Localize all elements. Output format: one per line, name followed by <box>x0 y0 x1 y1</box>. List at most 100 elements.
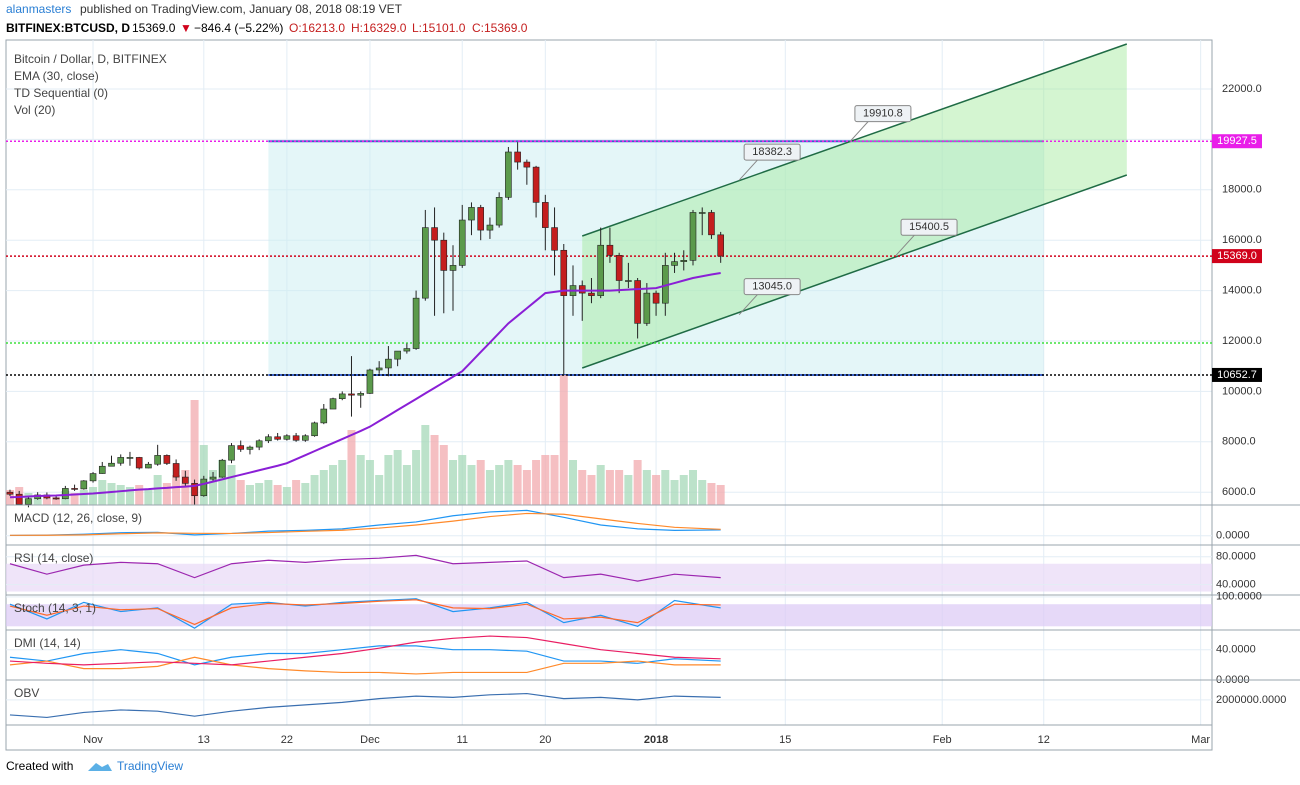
callout-label: 15400.5 <box>909 221 949 233</box>
candle-body <box>375 367 383 371</box>
callout-label: 13045.0 <box>752 281 792 293</box>
volume-bar <box>430 435 439 505</box>
candle-body <box>255 440 263 448</box>
candle-body <box>532 166 540 203</box>
low: L:15101.0 <box>412 21 466 35</box>
candle-body <box>329 398 337 410</box>
volume-bar <box>688 470 697 505</box>
volume-bar <box>670 480 679 505</box>
volume-bar <box>402 465 411 505</box>
volume-bar <box>236 480 245 505</box>
volume-bar <box>698 480 707 505</box>
indicator-line <box>9 554 721 582</box>
price-tag-label: 10652.7 <box>1217 369 1257 381</box>
candle-body <box>560 249 568 296</box>
indicator-line <box>9 598 721 629</box>
candle-body <box>625 280 632 282</box>
volume-bar <box>707 483 716 505</box>
callout-pointer <box>895 232 917 256</box>
volume-bar <box>347 430 356 505</box>
volume-bar <box>107 483 116 505</box>
volume-bar <box>5 490 14 505</box>
indicator-line <box>9 645 721 666</box>
volume-bar <box>218 460 227 505</box>
candle-body <box>200 478 208 497</box>
price-tag <box>1212 367 1262 382</box>
volume-bar <box>135 485 144 505</box>
y-tick-label: 8000.0 <box>1222 436 1256 448</box>
panel-title: DMI (14, 14) <box>14 636 81 650</box>
candle-body <box>246 446 254 450</box>
candle-body <box>588 292 595 296</box>
volume-bar <box>504 460 513 505</box>
candle-body <box>283 435 291 440</box>
volume-bar <box>153 475 162 505</box>
volume-bar <box>255 483 264 505</box>
candle-body <box>191 483 198 497</box>
candle-body <box>514 151 521 163</box>
volume-bar <box>624 475 633 505</box>
volume-bar <box>209 470 218 505</box>
ema-line <box>9 271 721 499</box>
indicator-line <box>9 656 721 675</box>
volume-bar <box>70 493 79 505</box>
y-tick-label: 10000.0 <box>1222 385 1262 397</box>
candle-body <box>172 463 180 478</box>
candle-body <box>117 457 125 464</box>
candle-body <box>338 393 346 400</box>
volume-bar <box>716 485 725 505</box>
candle-body <box>145 463 152 469</box>
footer-brand[interactable]: TradingView <box>117 759 183 773</box>
y-tick-label: 100.0000 <box>1216 591 1262 603</box>
callout-pointer <box>738 157 760 181</box>
candle-body <box>126 457 134 459</box>
candle-body <box>551 227 558 251</box>
volume-bar <box>79 490 88 505</box>
candle-body <box>302 435 309 441</box>
candle-body <box>366 369 374 394</box>
change: −846.4 (−5.22%) <box>194 21 283 35</box>
candle-body <box>578 285 586 294</box>
indicator-line <box>9 599 721 626</box>
candle-body <box>52 497 60 500</box>
candle-body <box>542 202 549 228</box>
volume-bar <box>245 485 254 505</box>
candle-body <box>634 280 641 324</box>
x-tick-label: 12 <box>1038 734 1050 746</box>
x-tick-label: Mar <box>1191 734 1210 746</box>
volume-bar <box>633 460 642 505</box>
change-arrow: ▼ <box>180 21 192 35</box>
channel-line <box>581 174 1128 369</box>
volume-bar <box>541 455 550 505</box>
volume-bar <box>199 445 208 505</box>
candle-body <box>643 292 651 324</box>
candle-body <box>237 445 245 450</box>
callout-pointer <box>849 119 871 142</box>
volume-bar <box>550 455 559 505</box>
candle-body <box>311 422 318 437</box>
volume-bar <box>485 470 494 505</box>
volume-bar <box>144 490 153 505</box>
tv-logo <box>88 763 112 771</box>
y-tick-label: 40.0000 <box>1216 578 1256 590</box>
candle-body <box>652 292 660 304</box>
candle-body <box>468 207 475 221</box>
x-tick-label: 11 <box>457 734 468 746</box>
volume-bar <box>559 375 568 505</box>
author[interactable]: alanmasters <box>6 2 71 16</box>
candle-body <box>403 348 411 352</box>
candle-body <box>98 465 106 474</box>
callout-label: 18382.3 <box>752 146 792 158</box>
callout-pointer <box>738 292 760 315</box>
volume-bar <box>264 480 273 505</box>
y-tick-label: 14000.0 <box>1222 285 1262 297</box>
x-tick-label: 20 <box>539 734 551 746</box>
x-tick-label: 15 <box>779 734 791 746</box>
high: H:16329.0 <box>351 21 407 35</box>
candle-body <box>71 488 78 490</box>
volume-bar <box>642 470 651 505</box>
candle-body <box>458 219 466 266</box>
published: published on TradingView.com, January 08… <box>80 2 403 16</box>
